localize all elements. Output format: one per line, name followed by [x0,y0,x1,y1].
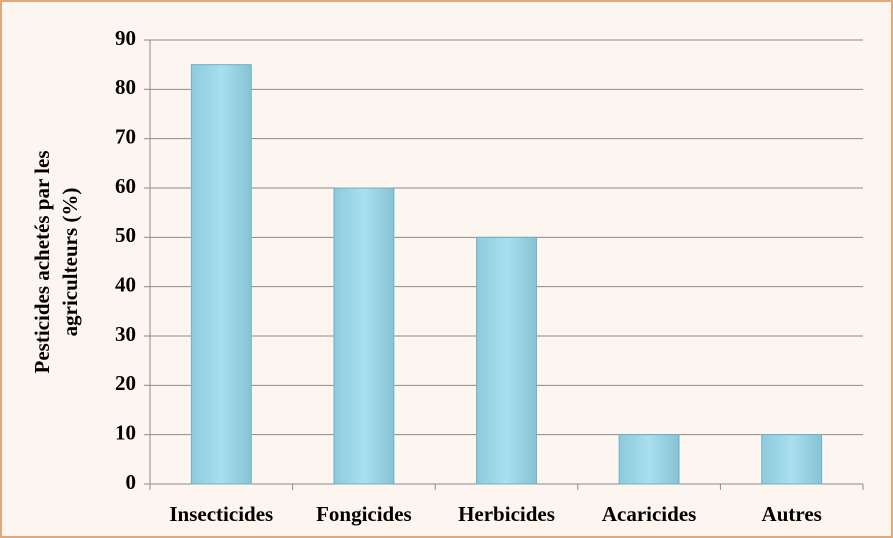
x-tick-label: Insecticides [169,502,273,526]
bar [761,434,823,485]
bar [618,434,680,485]
x-tick-label: Herbicides [458,502,555,526]
y-tick-label: 50 [115,223,136,247]
y-tick-label: 10 [115,420,136,444]
y-axis-label-line: agriculteurs (%) [58,188,82,337]
x-tick-label: Autres [762,502,822,526]
y-tick-label: 80 [115,75,136,99]
y-tick-label: 30 [115,322,136,346]
bar [476,236,537,485]
y-tick-label: 0 [126,470,137,494]
y-tick-label: 40 [115,272,136,296]
y-tick-label: 90 [115,26,136,50]
x-tick-label: Acaricides [602,502,696,526]
y-axis-label: Pesticides achetés par les agriculteurs … [30,151,82,374]
x-tick-label: Fongicides [316,502,412,526]
y-tick-label: 20 [115,371,136,395]
y-tick-label: 70 [115,124,136,148]
bar [190,64,252,485]
bar [333,187,395,485]
y-tick-label: 60 [115,174,136,198]
y-axis-label-line: Pesticides achetés par les [30,151,54,374]
